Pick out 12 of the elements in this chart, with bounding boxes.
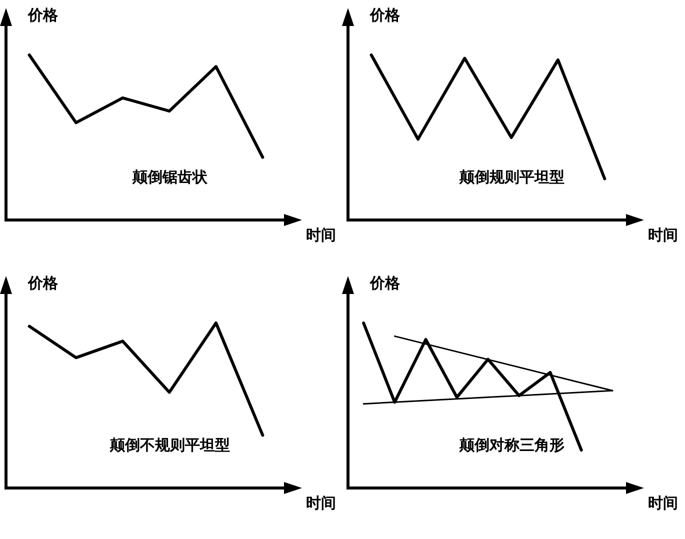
y-axis-title: 价格 [28, 274, 58, 293]
x-axis-title: 时间 [306, 494, 336, 513]
x-axis-title: 时间 [648, 226, 678, 245]
x-axis-title: 时间 [648, 494, 678, 513]
text: 颠倒不规则平坦型 [108, 436, 231, 455]
y-axis-title: 价格 [28, 6, 58, 25]
text: 颠倒锯齿状 [131, 168, 208, 187]
y-axis-title: 价格 [370, 274, 400, 293]
text: 颠倒对称三角形 [458, 436, 566, 455]
text: 颠倒规则平坦型 [458, 168, 566, 187]
y-axis-title: 价格 [370, 6, 400, 25]
x-axis-title: 时间 [306, 226, 336, 245]
